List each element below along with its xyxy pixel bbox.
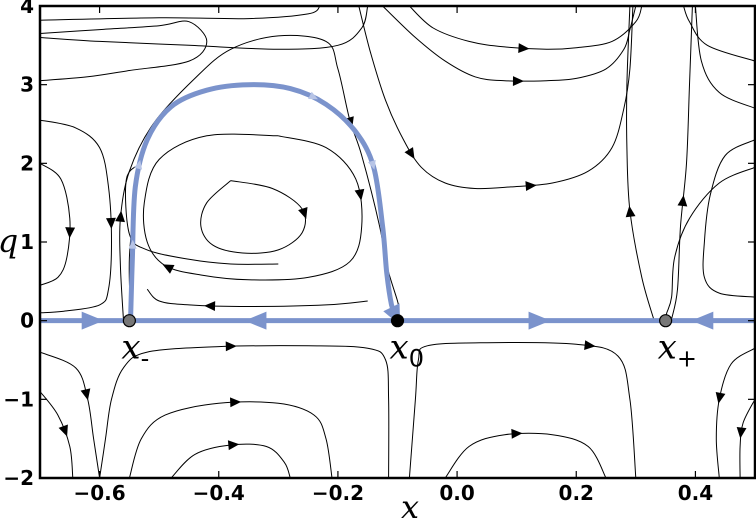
streamline	[715, 347, 755, 478]
streamline	[382, 6, 637, 82]
trajectory-marker	[308, 91, 318, 100]
x-tick-label: 0.2	[559, 481, 594, 505]
x-tick-label: 0.0	[439, 481, 474, 505]
streamline-arrow	[518, 43, 530, 53]
y-tick-label: 4	[20, 0, 34, 18]
streamline-arrow	[65, 227, 76, 239]
streamline-arrow	[736, 427, 747, 439]
streamline-arrow	[354, 188, 365, 201]
fixed-point-label-x+: x+	[658, 328, 697, 373]
streamline-arrow	[512, 76, 524, 86]
axis-flow-arrow	[81, 311, 104, 330]
streamline-arrow	[715, 392, 726, 404]
streamline-arrow	[584, 340, 596, 350]
x-tick-label: −0.6	[73, 481, 125, 505]
streamline	[99, 345, 390, 478]
streamlines-layer	[40, 6, 755, 478]
streamline	[40, 20, 208, 82]
axis-flow-arrow	[528, 311, 551, 330]
fixed-points-layer: x-x0 x+	[121, 314, 697, 373]
streamline	[665, 166, 755, 319]
x-axis-label: x	[401, 488, 419, 525]
trajectory-marker	[368, 159, 376, 170]
y-tick-label: 0	[20, 309, 34, 333]
y-tick-label: −1	[3, 387, 34, 411]
streamline	[40, 162, 71, 286]
streamline	[408, 341, 637, 478]
fixed-point-x+	[659, 314, 673, 328]
streamline	[358, 6, 634, 190]
axis-flow-arrow	[244, 311, 267, 330]
streamline-arrow	[58, 424, 68, 437]
streamline-arrow	[511, 428, 523, 439]
trajectory-marker	[128, 239, 137, 249]
streamline-arrow	[225, 341, 237, 352]
streamline	[702, 139, 755, 298]
fixed-point-label-x0: x0	[390, 328, 424, 373]
y-axis-ticks: −2 −1 0 1 2 3 4	[3, 0, 755, 490]
y-tick-label: 3	[20, 73, 34, 97]
fixed-point-label-x-: x-	[121, 328, 149, 373]
y-tick-label: 1	[20, 230, 34, 254]
streamline	[739, 399, 755, 478]
streamline	[200, 180, 306, 254]
streamline-arrow	[115, 210, 125, 223]
streamline-arrow	[106, 217, 116, 229]
streamline	[125, 162, 279, 265]
streamline-arrow	[404, 147, 415, 159]
streamline	[671, 6, 693, 320]
streamline	[128, 401, 333, 478]
axis-flow-arrow	[691, 311, 714, 330]
streamline	[40, 6, 369, 50]
streamline-arrow	[525, 181, 537, 191]
y-tick-label: 2	[20, 151, 34, 175]
streamline	[40, 391, 74, 478]
streamline	[444, 432, 607, 478]
streamline-arrow	[204, 301, 216, 311]
highlighted-trajectory-layer	[40, 82, 755, 330]
streamline	[146, 288, 368, 308]
trajectory-marker	[134, 159, 143, 170]
streamline	[683, 6, 755, 62]
streamline-arrow	[80, 388, 91, 401]
streamline	[40, 351, 101, 478]
x-axis-ticks: −0.6 −0.4 −0.2 0.0 0.2 0.4	[73, 6, 713, 505]
streamline-arrow	[230, 397, 242, 408]
x-tick-label: −0.4	[193, 481, 245, 505]
streamline	[119, 34, 400, 320]
streamline-arrow	[677, 195, 688, 207]
streamline	[142, 133, 363, 281]
streamline	[40, 119, 113, 314]
streamline-arrow	[162, 264, 175, 274]
y-axis-label: q	[0, 222, 18, 260]
streamline	[40, 6, 321, 21]
streamline	[626, 6, 655, 320]
x-tick-label: −0.2	[312, 481, 364, 505]
highlighted-trajectory	[128, 82, 399, 321]
fixed-point-x-	[122, 314, 136, 328]
x-tick-label: 0.4	[678, 481, 713, 505]
streamline-arrow	[227, 440, 240, 451]
streamline	[694, 6, 755, 109]
streamline	[170, 443, 291, 478]
y-tick-label: −2	[3, 466, 34, 490]
streamline-arrow	[625, 205, 636, 218]
fixed-point-x0	[390, 314, 405, 328]
streamline	[409, 6, 643, 50]
streamline-arrow	[298, 207, 308, 219]
